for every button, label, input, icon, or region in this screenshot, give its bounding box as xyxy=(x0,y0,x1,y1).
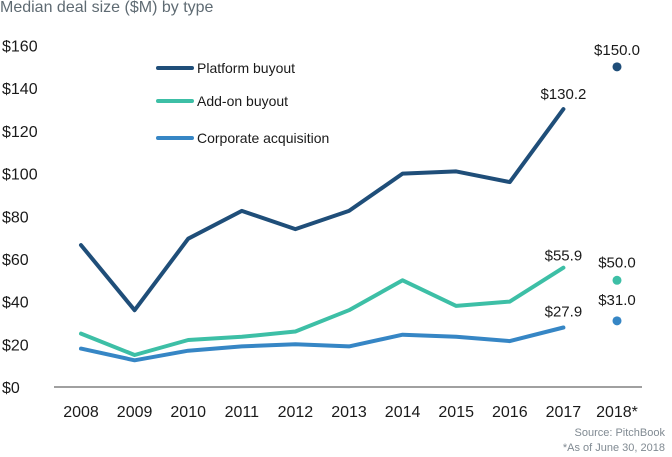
data-label: $27.9 xyxy=(545,303,583,320)
legend: Platform buyout Add-on buyout Corporate ac… xyxy=(156,60,329,146)
x-tick-label: 2009 xyxy=(117,404,153,421)
x-tick-label: 2013 xyxy=(331,404,367,421)
x-tick-label: 2018* xyxy=(596,404,638,421)
x-tick-label: 2012 xyxy=(278,404,314,421)
corporate-acquisition-line xyxy=(79,325,566,363)
y-tick-label: $60 xyxy=(2,252,29,269)
x-tick-label: 2016 xyxy=(492,404,528,421)
data-label: $50.0 xyxy=(598,254,636,271)
series-markers xyxy=(612,62,622,326)
x-tick-label: 2017 xyxy=(546,404,582,421)
source-note: Source: PitchBook xyxy=(575,427,666,439)
y-tick-label: $20 xyxy=(2,337,29,354)
x-tick-label: 2011 xyxy=(225,404,260,421)
legend-label: Platform buyout xyxy=(197,60,295,76)
as-of-note: *As of June 30, 2018 xyxy=(563,442,665,454)
series-lines xyxy=(79,107,566,363)
y-tick-label: $160 xyxy=(2,39,38,56)
y-tick-label: $120 xyxy=(2,124,38,141)
y-tick-label: $140 xyxy=(2,81,38,98)
data-label: $31.0 xyxy=(598,292,636,309)
x-tick-label: 2010 xyxy=(170,404,206,421)
x-tick-label: 2015 xyxy=(438,404,474,421)
y-axis-ticks: $0 $20 $40 $60 $80 $100 $120 $140 $160 xyxy=(2,39,38,398)
data-label: $55.9 xyxy=(545,248,583,265)
x-axis-ticks: 2008 2009 2010 2011 2012 2013 2014 2015 2016 2017… xyxy=(63,404,638,421)
legend-label: Add-on buyout xyxy=(197,93,288,109)
x-tick-label: 2014 xyxy=(385,404,421,421)
platform-buyout-line xyxy=(79,107,566,313)
y-tick-label: $80 xyxy=(2,209,29,226)
legend-label: Corporate acquisition xyxy=(197,130,329,146)
platform-buyout-point xyxy=(612,62,622,72)
data-label: $130.2 xyxy=(540,86,586,103)
add-on-buyout-point xyxy=(612,275,622,285)
corporate-acquisition-point xyxy=(612,316,622,326)
y-tick-label: $100 xyxy=(2,167,38,184)
x-tick-label: 2008 xyxy=(63,404,99,421)
add-on-buyout-line xyxy=(79,265,566,357)
y-tick-label: $40 xyxy=(2,295,29,312)
y-tick-label: $0 xyxy=(2,380,20,397)
data-label: $150.0 xyxy=(594,42,640,59)
chart-title: Median deal size ($M) by type xyxy=(0,0,214,16)
data-labels: $130.2 $150.0 $55.9 $50.0 $27.9 $31.0 xyxy=(540,42,639,321)
